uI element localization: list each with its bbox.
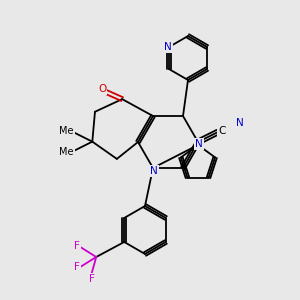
Text: O: O	[98, 84, 106, 94]
Text: C: C	[218, 126, 225, 136]
Text: N: N	[164, 42, 172, 52]
Text: N: N	[195, 139, 203, 149]
Text: Me: Me	[59, 126, 74, 136]
Text: N: N	[150, 166, 158, 176]
Text: F: F	[74, 241, 80, 251]
Text: F: F	[74, 262, 80, 272]
Text: F: F	[89, 274, 95, 284]
Text: Me: Me	[59, 147, 74, 157]
Text: N: N	[236, 118, 244, 128]
